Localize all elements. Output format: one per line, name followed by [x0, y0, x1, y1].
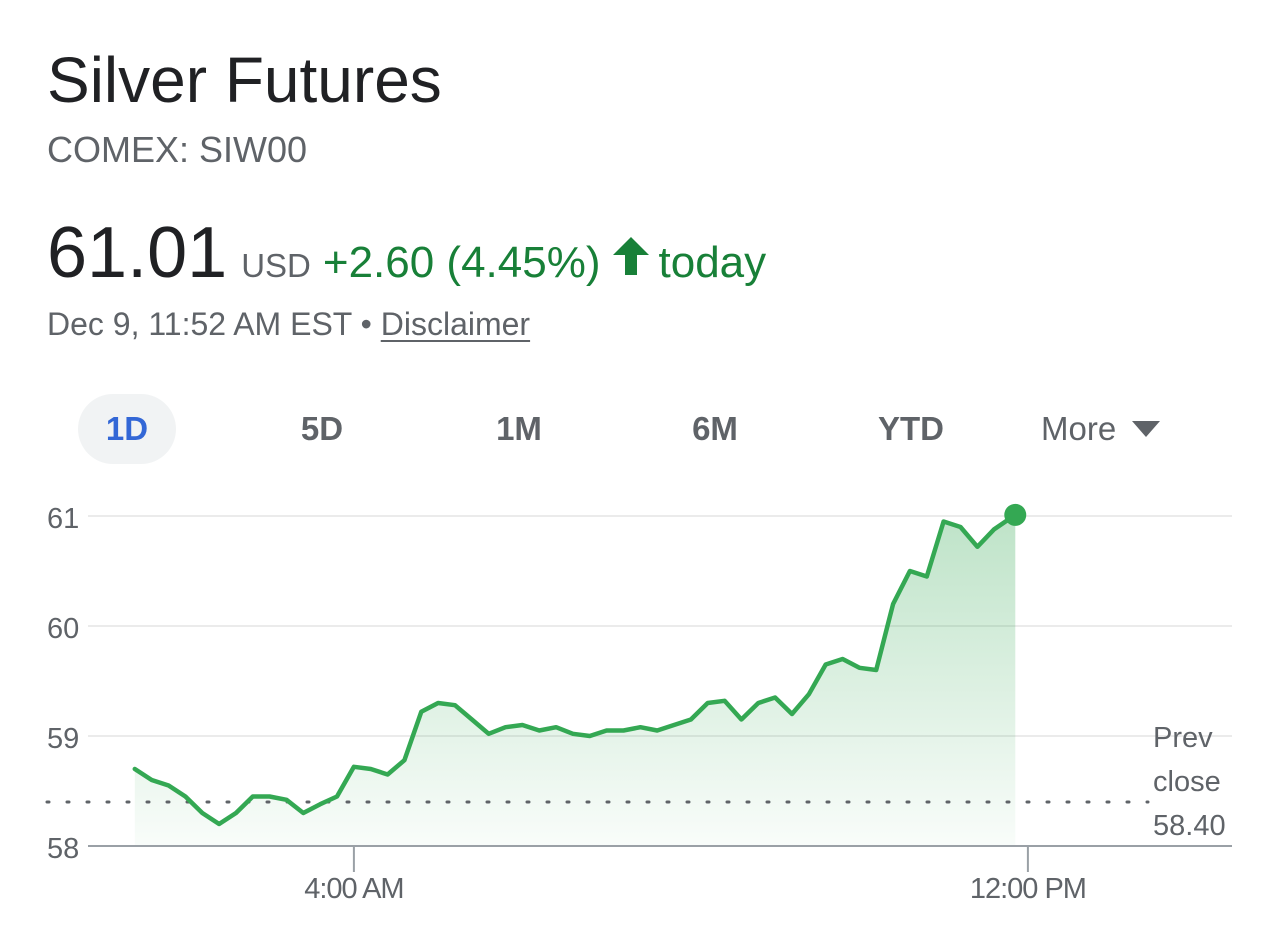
tab-more-label: More — [1041, 410, 1117, 447]
x-tick-label: 12:00 PM — [970, 873, 1086, 905]
series-area — [134, 514, 1016, 846]
current-price: 61.01 — [47, 213, 228, 293]
disclaimer-link[interactable]: Disclaimer — [380, 306, 531, 342]
prev-close-label: close — [1153, 766, 1221, 798]
prev-close-label: 58.40 — [1153, 810, 1226, 842]
change-period: today — [658, 238, 767, 287]
series-line — [132, 512, 1018, 827]
tab-ytd[interactable]: YTD — [878, 410, 944, 447]
currency-label: USD — [241, 247, 311, 284]
tab-6m[interactable]: 6M — [692, 410, 738, 447]
last-point-marker — [1004, 503, 1027, 526]
price-change: +2.60 (4.45%) — [322, 238, 601, 287]
quote-timestamp: Dec 9, 11:52 AM EST — [47, 306, 352, 342]
quote-row: 61.01 USD +2.60 (4.45%) today — [47, 208, 766, 298]
y-tick-label: 61 — [47, 503, 79, 535]
x-tick-label: 4:00 AM — [304, 873, 403, 905]
y-tick-label: 59 — [47, 723, 79, 755]
y-tick-label: 58 — [47, 833, 79, 865]
quote-meta: Dec 9, 11:52 AM EST • Disclaimer — [47, 302, 530, 346]
exchange-symbol: COMEX: SIW00 — [47, 129, 308, 170]
y-tick-label: 60 — [47, 613, 79, 645]
caret-down-icon — [1132, 421, 1161, 437]
tab-more[interactable]: More — [1041, 394, 1181, 464]
tab-1m[interactable]: 1M — [496, 410, 542, 447]
instrument-title: Silver Futures — [47, 44, 442, 116]
arrow-up-icon — [611, 234, 651, 278]
time-range-tabs: 1D 5D 1M 6M YTD More — [0, 394, 1280, 464]
meta-separator: • — [360, 306, 372, 342]
tab-5d[interactable]: 5D — [300, 410, 344, 447]
prev-close-label: Prev — [1153, 722, 1213, 754]
tab-1d[interactable]: 1D — [78, 394, 176, 464]
